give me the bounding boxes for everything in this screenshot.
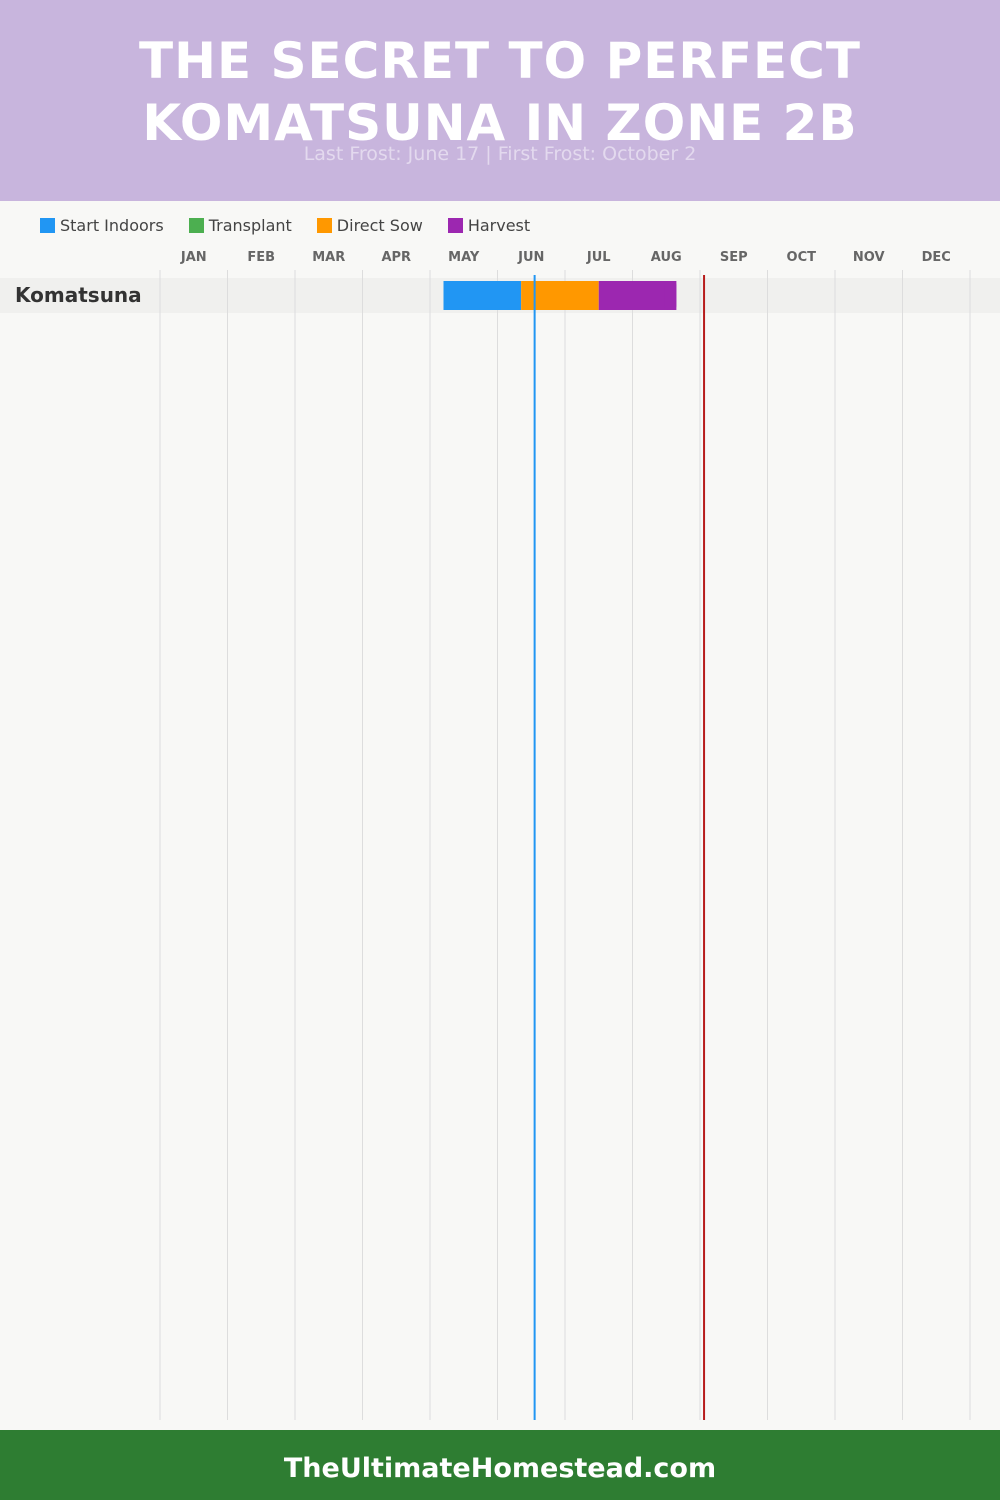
month-tick-jun: JUN bbox=[518, 250, 545, 265]
legend-item-transplant: Transplant bbox=[188, 215, 292, 235]
legend-item-harvest: Harvest bbox=[447, 215, 531, 235]
month-tick-dec: DEC bbox=[921, 250, 951, 265]
month-tick-feb: FEB bbox=[247, 250, 276, 265]
month-axis: JAN FEB MAR APR MAY JUN JUL AUG SEP OCT … bbox=[160, 250, 970, 270]
bar-start-indoors bbox=[443, 281, 522, 310]
month-tick-jan: JAN bbox=[180, 250, 207, 265]
footer-website-link[interactable]: TheUltimateHomestead.com bbox=[283, 1453, 717, 1484]
month-tick-sep: SEP bbox=[719, 250, 748, 265]
legend-label-transplant: Transplant bbox=[208, 215, 292, 235]
page-title: THE SECRET TO PERFECT KOMATSUNA IN ZONE … bbox=[139, 32, 861, 152]
month-tick-aug: AUG bbox=[650, 250, 682, 265]
legend-item-direct-sow: Direct Sow bbox=[316, 215, 423, 235]
legend-label-direct-sow: Direct Sow bbox=[336, 215, 423, 235]
month-tick-nov: NOV bbox=[852, 250, 885, 265]
header-banner bbox=[0, 0, 1000, 201]
legend-swatch-direct-sow bbox=[316, 217, 332, 233]
legend-swatch-harvest bbox=[447, 217, 463, 233]
month-tick-oct: OCT bbox=[786, 250, 816, 265]
legend-label-harvest: Harvest bbox=[467, 215, 531, 235]
month-tick-apr: APR bbox=[381, 250, 412, 265]
footer-banner bbox=[0, 1430, 1000, 1500]
bar-direct-sow bbox=[521, 281, 599, 310]
legend: Start Indoors Transplant Direct Sow Harv… bbox=[40, 214, 555, 236]
bar-harvest bbox=[598, 281, 677, 310]
month-tick-jul: JUL bbox=[586, 250, 611, 265]
legend-swatch-start-indoors bbox=[40, 217, 55, 233]
legend-label-start-indoors: Start Indoors bbox=[60, 215, 164, 235]
month-tick-mar: MAR bbox=[312, 250, 346, 265]
bar-cap-start bbox=[443, 281, 456, 310]
month-tick-may: MAY bbox=[448, 250, 480, 265]
crop-label-komatsuna: Komatsuna bbox=[15, 283, 142, 307]
legend-swatch-transplant bbox=[188, 217, 204, 233]
frost-dates-subtitle: Last Frost: June 17 | First Frost: Octob… bbox=[303, 143, 697, 165]
bar-cap-end bbox=[664, 281, 677, 310]
legend-item-start-indoors: Start Indoors bbox=[40, 216, 164, 235]
